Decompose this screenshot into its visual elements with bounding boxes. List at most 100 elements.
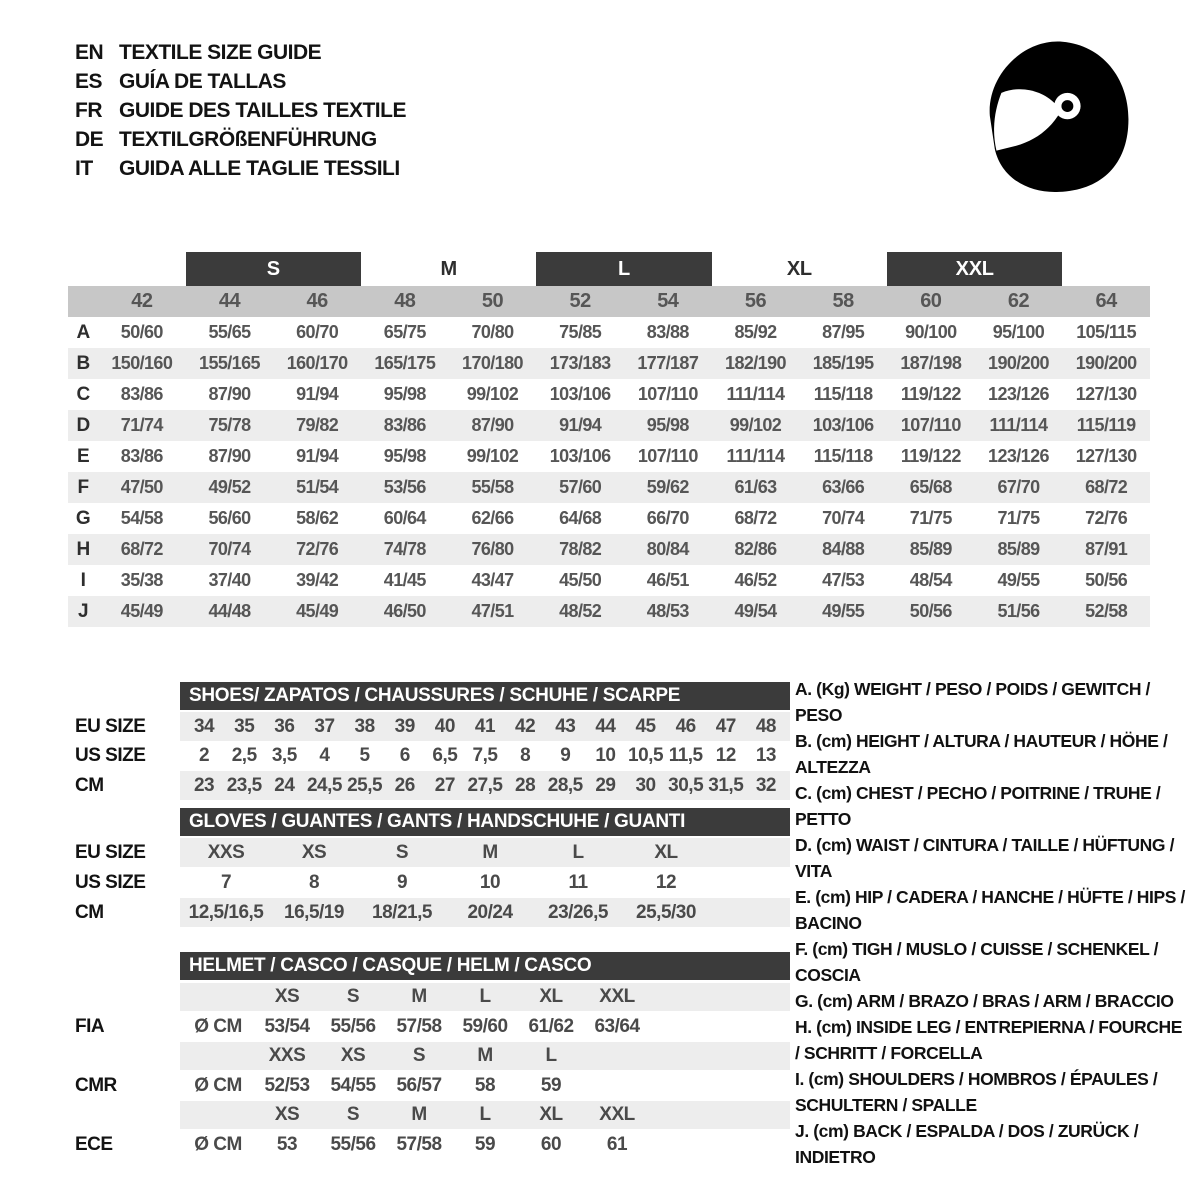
- measurement-cell: 50/56: [1085, 570, 1128, 590]
- table-cell: 55/56: [330, 1134, 376, 1155]
- measurement-cell: 68/72: [120, 539, 164, 559]
- measurement-cell: 54/58: [120, 508, 164, 528]
- table-cell: 23,5: [226, 774, 262, 796]
- numeric-size-cell: 60: [920, 290, 942, 312]
- measurement-cell: 105/115: [1076, 322, 1137, 342]
- table-cell: 12: [655, 871, 677, 893]
- table-cell: L: [572, 841, 584, 863]
- measurement-cell: 127/130: [1075, 446, 1137, 466]
- table-cell: 3,5: [271, 745, 297, 766]
- measurement-cell: 99/102: [466, 446, 519, 466]
- row-letter: D: [76, 414, 90, 436]
- measurement-cell: 46/51: [646, 570, 690, 590]
- shoes-cm-row: 23 23,5 24 24,5 25,5 26 27 27,5 28 28,5 29 30 30,5 31…: [180, 771, 790, 800]
- table-cell: M: [411, 1104, 427, 1125]
- measurement-cell: 50/56: [909, 601, 953, 621]
- table-cell: 28,5: [547, 774, 583, 796]
- measurement-cell: 45/49: [120, 601, 164, 621]
- table-cell: 30,5: [668, 774, 704, 796]
- table-cell: 12: [715, 745, 737, 766]
- measurement-cell: 173/183: [549, 353, 611, 373]
- measurement-cell: 115/118: [813, 446, 873, 466]
- helmet-ece-sizes-row: XS S M L XL XXL: [180, 1101, 790, 1129]
- table-cell: S: [395, 841, 409, 863]
- table-cell: 13: [755, 745, 777, 766]
- legend-item-e: E. (cm) HIP / CADERA / HANCHE / HÜFTE / …: [795, 887, 1185, 933]
- table-cell: 63/64: [594, 1015, 640, 1037]
- table-cell: XS: [340, 1045, 366, 1066]
- language-title: GUÍA DE TALLAS: [119, 69, 286, 93]
- measurement-cell: 46/50: [383, 601, 427, 621]
- measurement-cell: 75/78: [208, 415, 251, 435]
- table-cell: 10: [595, 745, 616, 766]
- gloves-cm-row: 12,5/16,5 16,5/19 18/21,5 20/24 23/26,5 25,5/…: [180, 898, 790, 927]
- table-cell: 2,5: [231, 745, 257, 766]
- numeric-size-cell: 54: [657, 290, 679, 312]
- table-cell: S: [346, 986, 360, 1007]
- measurement-cell: 68/72: [1085, 477, 1128, 497]
- table-cell: 28: [515, 774, 536, 796]
- measurement-cell: 49/55: [997, 570, 1040, 590]
- table-cell: L: [545, 1045, 557, 1066]
- table-cell: M: [482, 841, 498, 863]
- measurement-cell: 70/74: [822, 508, 865, 528]
- row-letter: I: [80, 569, 86, 591]
- measurement-cell: 49/55: [822, 601, 865, 621]
- numeric-size-cell: 50: [481, 290, 504, 312]
- measurement-row-e: E 83/86 87/90 91/94 95/98 99/102 103/106 107/11…: [68, 441, 1150, 472]
- table-cell: XL: [539, 1104, 563, 1125]
- helmet-standard-label-ece: ECE: [75, 1134, 113, 1155]
- numeric-size-cell: 58: [832, 290, 855, 312]
- table-cell: 24,5: [306, 774, 342, 796]
- language-row: EN TEXTILE SIZE GUIDE: [75, 38, 406, 67]
- row-letter: E: [76, 445, 90, 467]
- table-cell: 27: [434, 774, 456, 796]
- measurement-cell: 82/86: [734, 539, 777, 559]
- table-cell: 4: [319, 745, 330, 766]
- table-cell: 30: [635, 774, 656, 796]
- measurement-cell: 160/170: [286, 353, 348, 373]
- measurement-cell: 74/78: [383, 539, 427, 559]
- measurement-cell: 150/160: [111, 353, 173, 373]
- measurement-row-c: C 83/86 87/90 91/94 95/98 99/102 103/106 107/11…: [68, 379, 1150, 410]
- table-cell: 57/58: [396, 1134, 442, 1155]
- helmet-standard-label-cmr: CMR: [75, 1074, 117, 1096]
- table-cell: 24: [274, 774, 295, 796]
- language-title-list: EN TEXTILE SIZE GUIDE ES GUÍA DE TALLAS FR GU…: [75, 38, 406, 183]
- numeric-size-cell: 52: [569, 290, 592, 312]
- language-code: ES: [75, 69, 103, 93]
- measurement-cell: 65/68: [909, 477, 953, 497]
- measurement-cell: 84/88: [822, 539, 865, 559]
- table-cell: 11: [568, 871, 588, 893]
- measurement-cell: 80/84: [646, 539, 690, 559]
- measurement-cell: 62/66: [471, 508, 514, 528]
- measurement-cell: 91/94: [296, 446, 339, 466]
- measurement-cell: 71/75: [909, 508, 953, 528]
- measurement-cell: 87/90: [471, 415, 514, 435]
- measurement-cell: 47/51: [471, 601, 514, 621]
- measurement-cell: 165/175: [374, 353, 436, 373]
- table-cell: 8: [308, 871, 320, 893]
- size-group-row: S M L XL XXL: [68, 252, 1150, 286]
- table-cell: S: [412, 1045, 426, 1066]
- gloves-section: GLOVES / GUANTES / GANTS / HANDSCHUHE / …: [68, 808, 790, 928]
- measurement-cell: 45/50: [559, 570, 602, 590]
- measurement-cell: 123/126: [988, 384, 1049, 404]
- measurement-cell: 45/49: [296, 601, 339, 621]
- shoes-us-row: 2 2,5 3,5 4 5 6 6,5 7,5 8 9 10 10,5 11,5 12 13: [180, 741, 790, 771]
- row-letter: C: [76, 383, 90, 405]
- measurement-cell: 107/110: [637, 446, 698, 466]
- measurement-cell: 119/122: [900, 446, 961, 466]
- measurement-cell: 50/60: [120, 322, 164, 342]
- helmet-section-title: HELMET / CASCO / CASQUE / HELM / CASCO: [180, 952, 790, 980]
- table-cell: 25,5: [347, 774, 383, 796]
- legend-item-h: H. (cm) INSIDE LEG / ENTREPIERNA / FOURC…: [795, 1017, 1183, 1063]
- table-cell: 10: [479, 871, 501, 893]
- table-cell: 57/58: [396, 1015, 442, 1037]
- row-letter: G: [75, 507, 91, 529]
- measurement-cell: 95/98: [383, 446, 427, 466]
- table-cell: 56/57: [396, 1074, 442, 1096]
- measurement-cell: 83/86: [383, 415, 427, 435]
- measurement-cell: 52/58: [1085, 601, 1128, 621]
